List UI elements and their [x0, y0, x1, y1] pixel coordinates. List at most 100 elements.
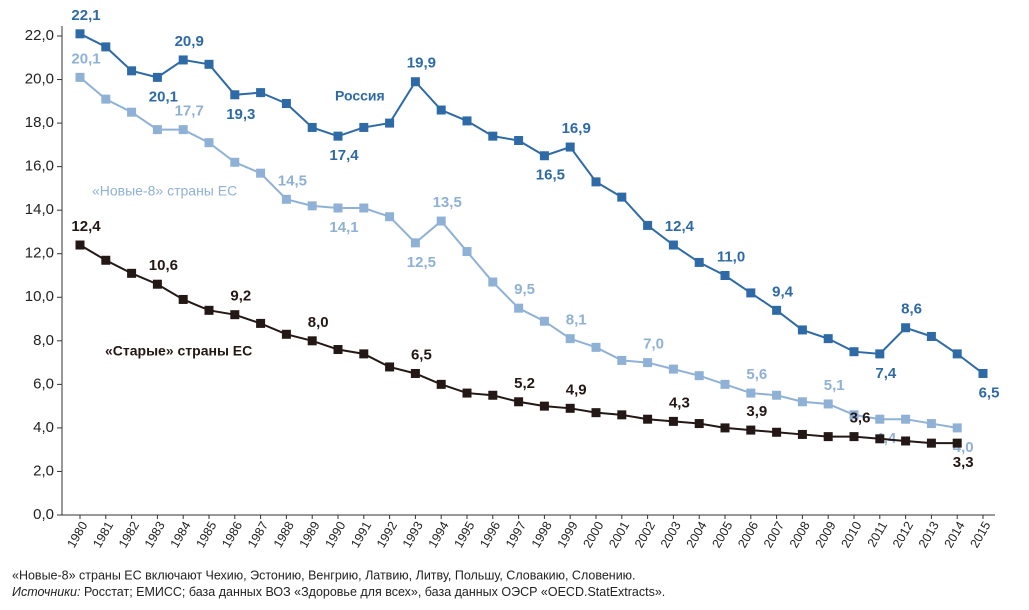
point-marker	[101, 42, 111, 52]
x-tick-label: 2015	[967, 519, 993, 550]
data-label: 8,6	[901, 301, 922, 318]
point-marker	[230, 310, 240, 320]
point-marker	[746, 425, 756, 435]
point-marker	[436, 105, 446, 115]
x-tick-label: 2012	[890, 519, 916, 550]
sources-label: Источники:	[12, 585, 80, 599]
y-tick-label: 0,0	[33, 506, 54, 523]
x-tick-label: 1995	[451, 519, 477, 550]
point-marker	[901, 436, 911, 446]
point-marker	[359, 349, 369, 359]
y-tick-label: 16,0	[25, 158, 54, 175]
x-tick-label: 2006	[735, 519, 761, 550]
point-marker	[436, 379, 446, 389]
point-marker	[488, 277, 498, 287]
x-tick-label: 2004	[684, 519, 710, 550]
point-marker	[901, 323, 911, 333]
point-marker	[204, 59, 214, 69]
point-marker	[823, 399, 833, 409]
point-marker	[668, 364, 678, 374]
x-tick-label: 1989	[297, 519, 323, 550]
data-label: 20,1	[149, 88, 178, 105]
data-label: 4,3	[669, 394, 690, 411]
footnote: «Новые-8» страны ЕС включают Чехию, Эсто…	[12, 568, 636, 582]
point-marker	[514, 303, 524, 313]
point-marker	[617, 410, 627, 420]
point-marker	[127, 66, 137, 76]
x-tick-label: 1981	[90, 519, 116, 550]
point-marker	[720, 271, 730, 280]
point-marker	[797, 397, 807, 407]
point-marker	[127, 268, 137, 278]
y-tick-label: 6,0	[33, 375, 54, 392]
data-label: 19,9	[407, 55, 436, 72]
point-marker	[462, 247, 472, 257]
data-label: 12,4	[71, 218, 101, 235]
x-tick-label: 1994	[426, 519, 452, 550]
y-tick-label: 8,0	[33, 332, 54, 349]
data-label: 3,9	[746, 403, 767, 420]
x-tick-label: 2000	[580, 519, 606, 550]
point-marker	[75, 240, 85, 250]
point-marker	[152, 279, 162, 289]
point-marker	[178, 294, 188, 304]
point-marker	[591, 408, 601, 418]
data-label: 9,5	[514, 281, 535, 298]
y-tick-label: 10,0	[25, 288, 54, 305]
point-marker	[668, 416, 678, 426]
point-marker	[823, 432, 833, 442]
data-label: 16,9	[562, 120, 591, 137]
point-marker	[643, 358, 653, 368]
point-marker	[307, 122, 317, 132]
point-marker	[643, 414, 653, 424]
point-marker	[385, 212, 395, 222]
point-marker	[281, 98, 291, 108]
point-marker	[978, 368, 988, 378]
point-marker	[514, 397, 524, 407]
x-tick-label: 1991	[348, 519, 374, 550]
point-marker	[668, 240, 678, 250]
point-marker	[901, 414, 911, 424]
data-label: 7,0	[643, 336, 664, 353]
data-label: 3,3	[953, 454, 974, 471]
point-marker	[410, 238, 420, 248]
point-marker	[204, 305, 214, 315]
point-marker	[256, 168, 266, 178]
x-tick-label: 2010	[838, 519, 864, 550]
point-marker	[281, 329, 291, 339]
data-label: 22,1	[71, 7, 100, 24]
point-marker	[694, 419, 704, 429]
point-marker	[591, 342, 601, 352]
data-label: 9,4	[772, 283, 794, 300]
data-label: 12,5	[407, 254, 436, 271]
data-label: 14,5	[278, 172, 307, 189]
point-marker	[643, 220, 653, 230]
data-label: 3,6	[850, 410, 871, 427]
point-marker	[178, 55, 188, 65]
data-label: 17,7	[175, 103, 204, 120]
x-tick-label: 1983	[142, 519, 168, 550]
data-label: 13,5	[433, 194, 462, 211]
data-label: 9,2	[230, 288, 251, 305]
y-tick-label: 12,0	[25, 245, 54, 262]
point-marker	[256, 318, 266, 328]
point-marker	[152, 72, 162, 82]
x-tick-label: 1985	[193, 519, 219, 550]
point-marker	[410, 77, 420, 87]
x-tick-label: 2008	[787, 519, 813, 550]
point-marker	[488, 390, 498, 400]
y-tick-label: 2,0	[33, 462, 54, 479]
x-tick-label: 1999	[555, 519, 581, 550]
x-tick-label: 1997	[503, 519, 529, 550]
sources-text: Росстат; ЕМИСС; база данных ВОЗ «Здоровь…	[84, 585, 665, 599]
point-marker	[307, 201, 317, 211]
x-tick-label: 2007	[761, 519, 787, 550]
point-marker	[462, 116, 472, 126]
data-label: 19,3	[226, 106, 255, 123]
point-marker	[488, 131, 498, 141]
y-tick-label: 18,0	[25, 114, 54, 131]
data-label: 5,1	[824, 377, 845, 394]
x-tick-label: 2014	[942, 519, 968, 550]
point-marker	[101, 94, 111, 104]
point-marker	[926, 419, 936, 429]
